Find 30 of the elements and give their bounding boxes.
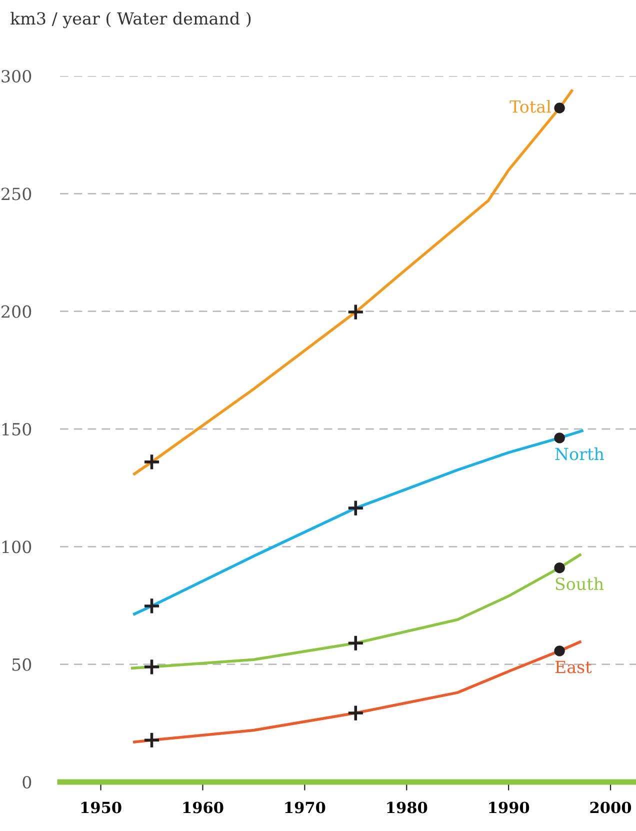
y-tick-label: 0 [22,776,32,789]
y-axis-title: km3 / year ( Water demand ) [10,12,251,28]
point [143,453,160,471]
x-tick-label: 1980 [387,802,428,814]
series-label: North [555,447,604,460]
point [346,499,364,517]
point [554,102,565,114]
point [554,646,565,656]
series-label: South [556,577,604,590]
y-tick-label: 200 [2,305,32,318]
x-tick-label: 1950 [81,802,122,814]
point [346,303,364,321]
y-tick-label: 150 [2,422,32,436]
y-tick-label: 300 [2,70,32,83]
point [346,704,364,722]
x-tick-label: 1990 [489,802,530,814]
point [346,634,364,652]
point [143,731,160,749]
x-tick-label: 1970 [285,802,326,814]
y-tick-label: 250 [2,188,32,200]
y-tick-label: 50 [12,658,32,671]
series-label: Total [510,100,551,113]
point [554,432,565,444]
series-label: East [555,660,592,674]
point [554,562,565,574]
x-tick-label: 2000 [590,802,632,814]
point [143,658,160,676]
y-tick-label: 100 [2,540,32,554]
x-tick-label: 1960 [183,802,224,814]
point [143,597,160,615]
